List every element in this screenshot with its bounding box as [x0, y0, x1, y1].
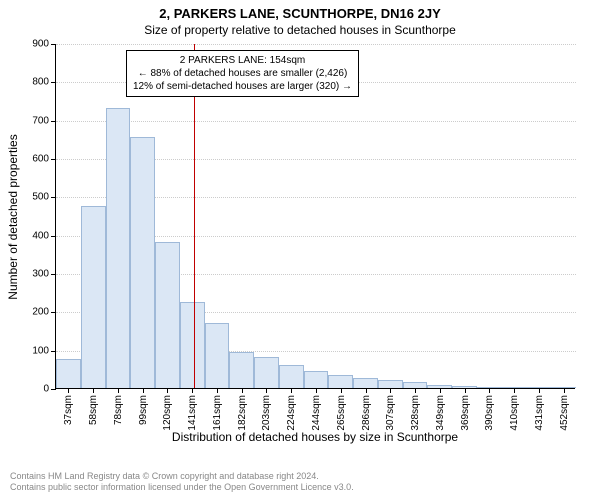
ytick-label: 600 — [19, 154, 49, 165]
ytick-mark — [51, 82, 56, 83]
ytick-mark — [51, 274, 56, 275]
xtick-label: 286sqm — [361, 395, 372, 431]
annotation-line2: ← 88% of detached houses are smaller (2,… — [133, 67, 352, 80]
histogram-bar — [205, 323, 230, 388]
xtick-mark — [366, 388, 367, 393]
xtick-mark — [415, 388, 416, 393]
xtick-label: 265sqm — [336, 395, 347, 431]
xtick-mark — [68, 388, 69, 393]
annotation-line3: 12% of semi-detached houses are larger (… — [133, 80, 352, 93]
gridline — [56, 121, 576, 122]
ytick-mark — [51, 159, 56, 160]
xtick-label: 161sqm — [212, 395, 223, 431]
ytick-label: 0 — [19, 384, 49, 395]
histogram-bar — [254, 357, 279, 388]
histogram-bar — [229, 352, 254, 388]
histogram-bar — [353, 378, 378, 388]
histogram-bar — [56, 359, 81, 388]
histogram-bar — [304, 371, 329, 388]
xtick-label: 390sqm — [484, 395, 495, 431]
xtick-mark — [192, 388, 193, 393]
ytick-mark — [51, 197, 56, 198]
xtick-label: 203sqm — [261, 395, 272, 431]
xtick-label: 182sqm — [237, 395, 248, 431]
xtick-label: 452sqm — [559, 395, 570, 431]
xtick-mark — [514, 388, 515, 393]
xtick-label: 410sqm — [509, 395, 520, 431]
chart-title: 2, PARKERS LANE, SCUNTHORPE, DN16 2JY — [0, 0, 600, 21]
x-axis-label: Distribution of detached houses by size … — [172, 430, 458, 444]
xtick-mark — [489, 388, 490, 393]
footer-line1: Contains HM Land Registry data © Crown c… — [10, 471, 354, 483]
xtick-mark — [291, 388, 292, 393]
ytick-label: 900 — [19, 39, 49, 50]
footer-text: Contains HM Land Registry data © Crown c… — [10, 471, 354, 494]
ytick-label: 800 — [19, 77, 49, 88]
ytick-mark — [51, 351, 56, 352]
xtick-mark — [167, 388, 168, 393]
histogram-bar — [279, 365, 304, 388]
xtick-label: 78sqm — [113, 395, 124, 425]
ytick-label: 100 — [19, 345, 49, 356]
histogram-bar — [155, 242, 180, 388]
xtick-mark — [118, 388, 119, 393]
xtick-label: 58sqm — [88, 395, 99, 425]
xtick-label: 349sqm — [435, 395, 446, 431]
annotation-line1: 2 PARKERS LANE: 154sqm — [133, 54, 352, 67]
xtick-mark — [465, 388, 466, 393]
histogram-bar — [81, 206, 106, 388]
xtick-mark — [316, 388, 317, 393]
xtick-mark — [242, 388, 243, 393]
annotation-box: 2 PARKERS LANE: 154sqm← 88% of detached … — [126, 50, 359, 97]
xtick-label: 431sqm — [534, 395, 545, 431]
gridline — [56, 44, 576, 45]
xtick-mark — [341, 388, 342, 393]
histogram-bar — [328, 375, 353, 388]
footer-line2: Contains public sector information licen… — [10, 482, 354, 494]
ytick-label: 400 — [19, 230, 49, 241]
xtick-mark — [539, 388, 540, 393]
xtick-label: 141sqm — [187, 395, 198, 431]
ytick-mark — [51, 236, 56, 237]
ytick-label: 500 — [19, 192, 49, 203]
ytick-label: 200 — [19, 307, 49, 318]
xtick-label: 244sqm — [311, 395, 322, 431]
ytick-mark — [51, 389, 56, 390]
ytick-label: 300 — [19, 269, 49, 280]
xtick-label: 99sqm — [138, 395, 149, 425]
xtick-mark — [440, 388, 441, 393]
xtick-label: 224sqm — [286, 395, 297, 431]
xtick-label: 328sqm — [410, 395, 421, 431]
histogram-bar — [180, 302, 205, 388]
xtick-label: 307sqm — [385, 395, 396, 431]
ytick-mark — [51, 312, 56, 313]
histogram-bar — [378, 380, 403, 388]
chart-subtitle: Size of property relative to detached ho… — [0, 21, 600, 37]
y-axis-label: Number of detached properties — [6, 134, 20, 299]
ytick-mark — [51, 44, 56, 45]
histogram-bar — [130, 137, 155, 388]
xtick-mark — [266, 388, 267, 393]
ytick-label: 700 — [19, 115, 49, 126]
xtick-mark — [217, 388, 218, 393]
xtick-mark — [93, 388, 94, 393]
histogram-bar — [106, 108, 131, 388]
xtick-mark — [143, 388, 144, 393]
plot-area: 37sqm58sqm78sqm99sqm120sqm141sqm161sqm18… — [55, 44, 575, 389]
ytick-mark — [51, 121, 56, 122]
xtick-label: 369sqm — [460, 395, 471, 431]
xtick-mark — [564, 388, 565, 393]
xtick-mark — [390, 388, 391, 393]
xtick-label: 120sqm — [162, 395, 173, 431]
xtick-label: 37sqm — [63, 395, 74, 425]
